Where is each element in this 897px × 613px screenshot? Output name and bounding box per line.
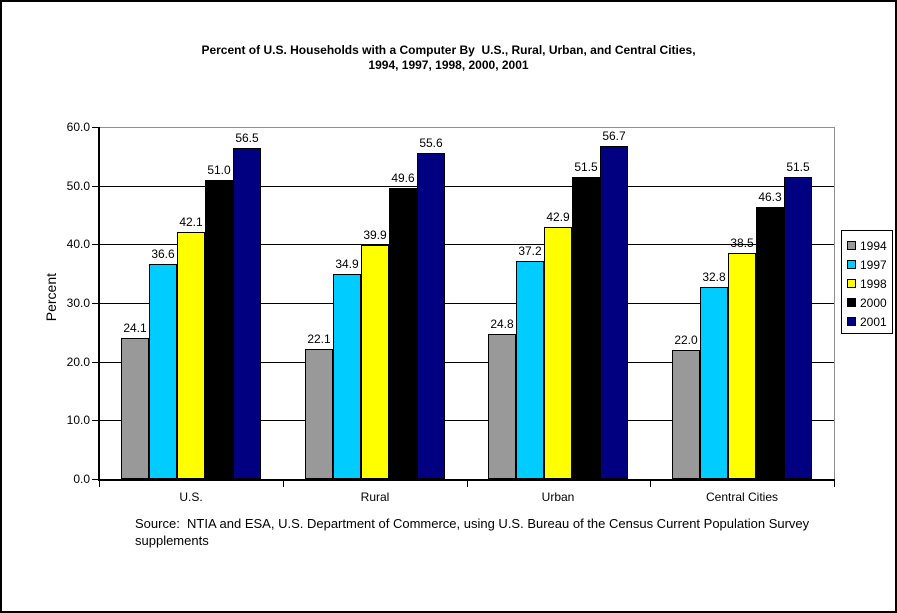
bar-value-label: 36.6 bbox=[151, 247, 175, 261]
chart-title-line1: Percent of U.S. Households with a Comput… bbox=[201, 43, 696, 57]
bar-value-label: 49.6 bbox=[391, 171, 415, 185]
y-axis-tick-label: 30.0 bbox=[66, 296, 90, 310]
x-axis-category-label: Urban bbox=[541, 490, 575, 504]
bar-1997-urban bbox=[516, 261, 544, 479]
y-axis-tick bbox=[92, 420, 99, 421]
chart-title-line2: 1994, 1997, 1998, 2000, 2001 bbox=[368, 58, 529, 72]
y-axis-tick-label: 40.0 bbox=[66, 237, 90, 251]
bar-1998-central-cities bbox=[728, 253, 756, 479]
gridline bbox=[99, 186, 834, 187]
plot-border-top bbox=[99, 127, 834, 128]
bar-value-label: 56.7 bbox=[602, 129, 626, 143]
legend-swatch-icon bbox=[847, 260, 856, 269]
legend-label: 1997 bbox=[860, 257, 887, 272]
legend-item-1994: 1994 bbox=[842, 236, 892, 255]
y-axis-tick bbox=[92, 186, 99, 187]
legend-label: 1994 bbox=[860, 238, 887, 253]
bar-value-label: 42.1 bbox=[179, 215, 203, 229]
bar-value-label: 55.6 bbox=[419, 136, 443, 150]
bar-1997-u-s bbox=[149, 264, 177, 479]
bar-value-label: 34.9 bbox=[335, 257, 359, 271]
x-axis-category-label: Central Cities bbox=[705, 490, 779, 504]
bar-value-label: 24.8 bbox=[490, 317, 514, 331]
legend-item-2001: 2001 bbox=[842, 312, 892, 331]
bar-value-label: 24.1 bbox=[123, 321, 147, 335]
bar-1994-central-cities bbox=[672, 350, 700, 479]
bar-value-label: 56.5 bbox=[235, 131, 259, 145]
bar-value-label: 39.9 bbox=[363, 228, 387, 242]
x-axis-tick bbox=[650, 481, 651, 487]
x-axis-category-label: U.S. bbox=[179, 490, 203, 504]
x-axis-tick bbox=[834, 481, 835, 487]
x-axis-category-label: Rural bbox=[360, 490, 390, 504]
y-axis-tick bbox=[92, 127, 99, 128]
bar-value-label: 42.9 bbox=[546, 210, 570, 224]
gridline bbox=[99, 303, 834, 304]
bar-1998-u-s bbox=[177, 232, 205, 479]
bar-1997-central-cities bbox=[700, 287, 728, 479]
bar-2001-urban bbox=[600, 146, 628, 479]
legend-item-2000: 2000 bbox=[842, 293, 892, 312]
bar-1998-rural bbox=[361, 245, 389, 479]
bar-2000-u-s bbox=[205, 180, 233, 479]
source-note: Source: NTIA and ESA, U.S. Department of… bbox=[135, 515, 810, 549]
chart-title: Percent of U.S. Households with a Comput… bbox=[2, 43, 895, 73]
y-axis-tick bbox=[92, 362, 99, 363]
bar-2001-central-cities bbox=[784, 177, 812, 479]
legend-swatch-icon bbox=[847, 279, 856, 288]
legend-swatch-icon bbox=[847, 241, 856, 250]
legend: 1994 1997 1998 2000 2001 bbox=[841, 230, 893, 334]
bar-1998-urban bbox=[544, 227, 572, 479]
legend-label: 1998 bbox=[860, 276, 887, 291]
y-axis-tick bbox=[92, 303, 99, 304]
y-axis-tick-label: 50.0 bbox=[66, 179, 90, 193]
legend-swatch-icon bbox=[847, 317, 856, 326]
bar-value-label: 32.8 bbox=[702, 270, 726, 284]
y-axis-tick bbox=[92, 244, 99, 245]
bar-2000-rural bbox=[389, 188, 417, 479]
legend-label: 2000 bbox=[860, 295, 887, 310]
bar-2001-rural bbox=[417, 153, 445, 479]
bar-1994-u-s bbox=[121, 338, 149, 479]
bar-value-label: 46.3 bbox=[758, 190, 782, 204]
x-axis-tick bbox=[283, 481, 284, 487]
bar-value-label: 37.2 bbox=[518, 244, 542, 258]
y-axis-tick-label: 0.0 bbox=[73, 472, 90, 486]
bar-1997-rural bbox=[333, 274, 361, 479]
bar-2001-u-s bbox=[233, 148, 261, 479]
bar-1994-urban bbox=[488, 334, 516, 479]
x-axis-tick bbox=[99, 481, 100, 487]
y-axis-tick bbox=[92, 479, 99, 480]
source-note-line1: Source: NTIA and ESA, U.S. Department of… bbox=[135, 516, 810, 531]
y-axis-tick-label: 20.0 bbox=[66, 355, 90, 369]
legend-label: 2001 bbox=[860, 314, 887, 329]
x-axis-tick bbox=[467, 481, 468, 487]
gridline bbox=[99, 362, 834, 363]
legend-item-1998: 1998 bbox=[842, 274, 892, 293]
y-axis-tick-label: 60.0 bbox=[66, 120, 90, 134]
source-note-line2: supplements bbox=[135, 533, 209, 548]
x-axis-line bbox=[98, 479, 835, 481]
bar-value-label: 38.5 bbox=[730, 236, 754, 250]
bar-2000-urban bbox=[572, 177, 600, 479]
bar-value-label: 22.0 bbox=[674, 333, 698, 347]
bar-1994-rural bbox=[305, 349, 333, 479]
gridline bbox=[99, 244, 834, 245]
bar-value-label: 51.5 bbox=[574, 160, 598, 174]
bar-value-label: 51.5 bbox=[786, 160, 810, 174]
bar-value-label: 51.0 bbox=[207, 163, 231, 177]
y-axis-tick-label: 10.0 bbox=[66, 413, 90, 427]
bar-2000-central-cities bbox=[756, 207, 784, 479]
legend-swatch-icon bbox=[847, 298, 856, 307]
y-axis-line bbox=[98, 127, 100, 481]
bar-value-label: 22.1 bbox=[307, 332, 331, 346]
plot-border-right bbox=[834, 127, 835, 480]
gridline bbox=[99, 420, 834, 421]
legend-item-1997: 1997 bbox=[842, 255, 892, 274]
